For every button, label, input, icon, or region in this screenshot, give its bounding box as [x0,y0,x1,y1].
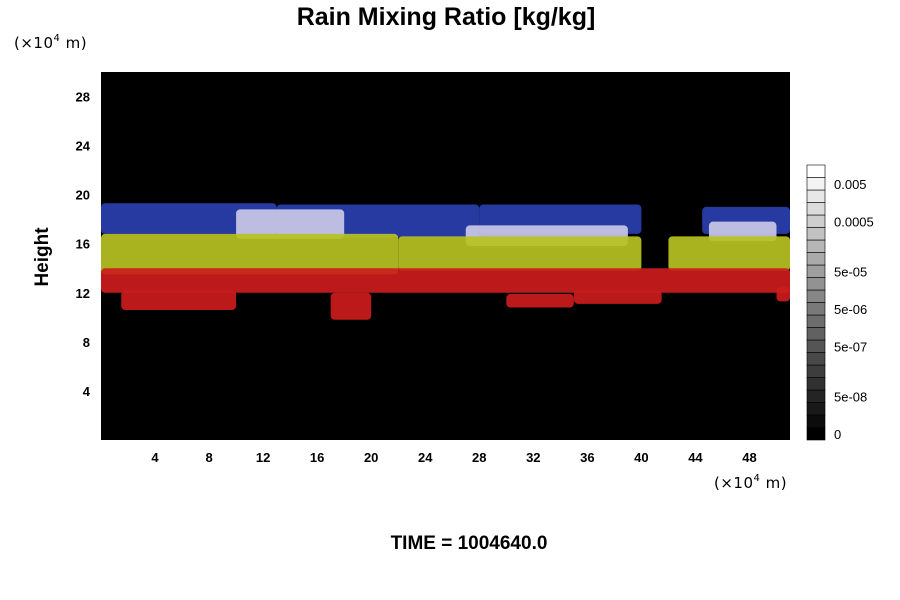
colorbar-tick-label: 5e-08 [834,389,867,404]
colorbar-level [806,202,826,216]
layer-2-segment-0 [101,233,399,275]
rain-field [101,203,790,320]
x-axis: 4 8 12 16 20 24 28 32 36 40 44 48 [151,450,756,465]
colorbar: 0.005 0.0005 5e-05 5e-06 5e-07 5e-08 0 [806,164,874,442]
y-tick-label: 8 [83,335,90,350]
layer-3-segment-0 [101,268,790,293]
colorbar-level [806,164,826,178]
y-axis-label: Height [32,227,53,287]
layer-0-segment-0 [101,203,277,234]
x-axis-unit-label: (×104 m) [714,473,787,492]
y-tick-label: 12 [76,286,90,301]
colorbar-level [806,402,826,416]
y-tick-label: 16 [76,237,90,252]
colorbar-level [806,339,826,353]
x-tick-label: 12 [256,450,270,465]
colorbar-level [806,189,826,203]
x-tick-label: 44 [688,450,703,465]
colorbar-level [806,427,826,441]
colorbar-level [806,327,826,341]
layer-2-segment-1 [398,236,642,271]
colorbar-level [806,277,826,291]
x-tick-label: 36 [580,450,594,465]
colorbar-level [806,414,826,428]
layer-3-segment-1 [121,290,237,310]
layer-3-segment-2 [330,292,372,320]
colorbar-level [806,227,826,241]
layer-3-segment-3 [506,294,574,308]
layer-3-segment-4 [573,290,662,304]
y-tick-label: 20 [76,188,90,203]
colorbar-tick-label: 5e-05 [834,264,867,279]
layer-2-segment-2 [668,236,790,271]
colorbar-tick-label: 5e-06 [834,302,867,317]
colorbar-level [806,314,826,328]
x-tick-label: 24 [418,450,433,465]
time-annotation: TIME = 1004640.0 [391,533,548,554]
colorbar-level [806,289,826,303]
colorbar-tick-label: 0.0005 [834,214,874,229]
y-tick-label: 24 [76,139,91,154]
colorbar-level [806,214,826,228]
y-axis: 4 8 12 16 20 24 28 [76,90,91,399]
colorbar-level [806,252,826,266]
x-tick-label: 28 [472,450,486,465]
colorbar-tick-label: 0 [834,427,841,442]
x-tick-label: 20 [364,450,378,465]
x-tick-label: 8 [205,450,212,465]
x-tick-label: 40 [634,450,648,465]
y-tick-label: 4 [83,384,91,399]
colorbar-level [806,352,826,366]
colorbar-tick-label: 0.005 [834,177,867,192]
x-tick-label: 16 [310,450,324,465]
colorbar-level [806,239,826,253]
colorbar-level [806,364,826,378]
colorbar-level [806,377,826,391]
y-axis-unit-label: (×104 m) [14,33,87,52]
chart-title: Rain Mixing Ratio [kg/kg] [297,3,596,31]
colorbar-level [806,302,826,316]
colorbar-level [806,389,826,403]
layer-3-segment-5 [776,286,790,302]
x-tick-label: 4 [151,450,159,465]
x-tick-label: 32 [526,450,540,465]
colorbar-level [806,264,826,278]
y-tick-label: 28 [76,90,90,105]
layer-1-segment-0 [236,209,345,239]
colorbar-tick-label: 5e-07 [834,339,867,354]
colorbar-level [806,177,826,191]
x-tick-label: 48 [742,450,756,465]
